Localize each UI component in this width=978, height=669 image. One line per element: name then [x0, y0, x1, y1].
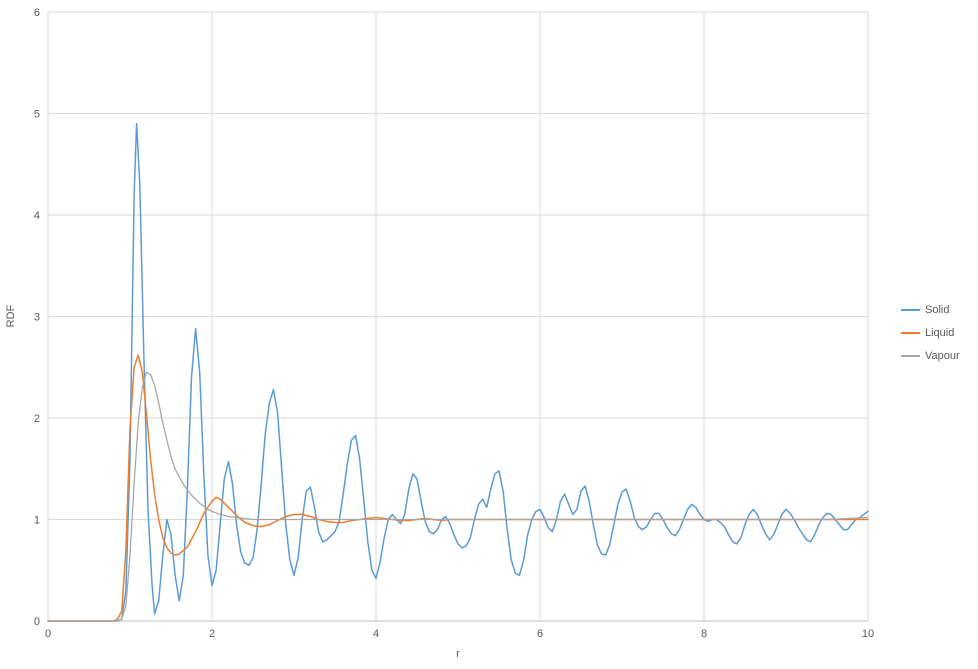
series-line-liquid — [47, 354, 869, 622]
legend-item-solid: Solid — [901, 303, 960, 317]
legend-label: Liquid — [925, 327, 955, 339]
y-tick-label: 5 — [34, 109, 40, 121]
legend: Solid Liquid Vapour — [901, 303, 960, 363]
series-line-solid — [47, 122, 869, 622]
series-line-vapour — [47, 371, 869, 622]
y-tick-label: 3 — [34, 312, 40, 324]
series-lines — [47, 122, 869, 622]
legend-line-marker — [901, 355, 920, 357]
y-tick-label: 4 — [34, 210, 40, 222]
y-tick-label: 0 — [34, 616, 40, 628]
legend-label: Solid — [925, 304, 950, 316]
y-axis-title: RDF — [5, 304, 17, 327]
y-tick-label: 2 — [34, 413, 40, 425]
y-tick-label: 1 — [34, 515, 40, 527]
x-tick-label: 6 — [537, 628, 543, 640]
x-tick-label: 0 — [45, 628, 51, 640]
x-tick-label: 10 — [862, 628, 874, 640]
legend-item-liquid: Liquid — [901, 326, 960, 340]
x-axis-title: r — [456, 648, 460, 660]
axis-labels: RDF r 0 2 4 6 8 10 0 1 2 3 4 5 6 — [5, 7, 874, 660]
y-tick-label: 6 — [34, 7, 40, 19]
x-tick-label: 2 — [209, 628, 215, 640]
legend-line-marker — [901, 309, 920, 311]
legend-item-vapour: Vapour — [901, 349, 960, 363]
gridlines — [47, 11, 869, 622]
legend-label: Vapour — [925, 350, 960, 362]
legend-line-marker — [901, 332, 920, 334]
x-tick-label: 8 — [701, 628, 707, 640]
x-tick-label: 4 — [373, 628, 379, 640]
